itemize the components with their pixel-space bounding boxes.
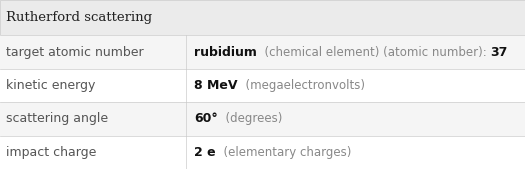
Bar	[0, 35, 525, 69]
Bar	[0, 136, 525, 169]
Text: (elementary charges): (elementary charges)	[216, 146, 351, 159]
Text: (chemical element) (atomic number):: (chemical element) (atomic number):	[257, 46, 491, 59]
Bar	[0, 69, 525, 102]
Text: (megaelectronvolts): (megaelectronvolts)	[238, 79, 365, 92]
Text: 37: 37	[491, 46, 508, 59]
Text: 2 e: 2 e	[194, 146, 216, 159]
Text: scattering angle: scattering angle	[6, 112, 109, 125]
Text: target atomic number: target atomic number	[6, 46, 144, 59]
Text: 8 MeV: 8 MeV	[194, 79, 238, 92]
Text: 60°: 60°	[194, 112, 218, 125]
Bar	[0, 102, 525, 136]
Text: impact charge: impact charge	[6, 146, 97, 159]
Bar	[0, 0, 525, 35]
Text: rubidium: rubidium	[194, 46, 257, 59]
Text: (degrees): (degrees)	[218, 112, 282, 125]
Text: Rutherford scattering: Rutherford scattering	[6, 11, 152, 24]
Text: kinetic energy: kinetic energy	[6, 79, 96, 92]
